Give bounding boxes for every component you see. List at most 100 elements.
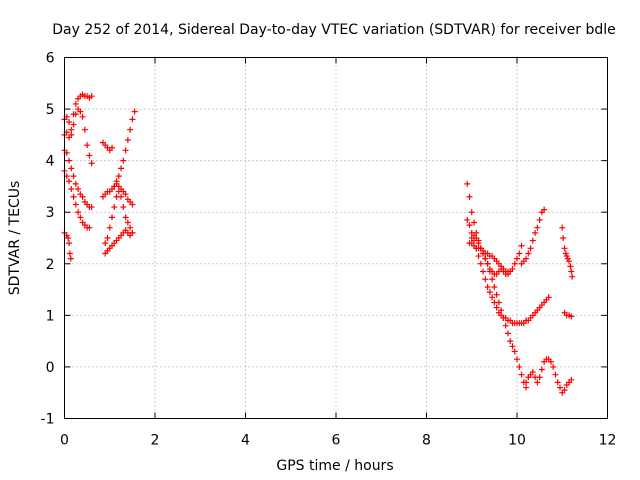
data-point: [122, 191, 129, 198]
data-point: [68, 126, 75, 133]
data-point: [523, 384, 530, 391]
data-point: [566, 258, 573, 265]
data-point: [561, 245, 568, 252]
data-point: [131, 108, 138, 115]
data-point: [480, 268, 487, 275]
data-point: [122, 214, 129, 221]
data-point: [504, 330, 511, 337]
data-point: [486, 268, 493, 275]
data-point: [568, 376, 575, 383]
data-point: [127, 126, 134, 133]
y-tick-label: 1: [46, 308, 55, 324]
data-point: [534, 224, 541, 231]
data-point: [493, 291, 500, 298]
data-point: [516, 363, 523, 370]
data-point: [67, 255, 74, 262]
data-point: [124, 219, 131, 226]
data-point: [127, 224, 134, 231]
data-point: [120, 204, 127, 211]
data-point: [561, 387, 568, 394]
data-point: [72, 100, 79, 107]
data-point: [523, 255, 530, 262]
series-track-r: [561, 309, 575, 320]
data-point: [88, 160, 95, 167]
data-point: [118, 165, 125, 172]
data-point: [491, 283, 498, 290]
data-point: [77, 214, 84, 221]
data-point: [545, 294, 552, 301]
data-point: [111, 204, 118, 211]
data-point: [129, 116, 136, 123]
data-point: [129, 229, 136, 236]
data-point: [77, 108, 84, 115]
data-point: [477, 260, 484, 267]
data-point: [115, 173, 122, 180]
data-point: [66, 157, 73, 164]
data-point: [569, 273, 576, 280]
y-tick-label: 2: [46, 257, 55, 273]
data-point: [86, 152, 93, 159]
data-point: [124, 137, 131, 144]
data-point: [516, 250, 523, 257]
data-point: [79, 113, 86, 120]
data-point: [120, 157, 127, 164]
plot-frame: [64, 57, 608, 419]
data-point: [129, 201, 136, 208]
series-track-a: [61, 91, 95, 133]
data-point: [466, 222, 473, 229]
data-point: [471, 219, 478, 226]
data-point: [66, 178, 73, 185]
x-tick-labels: 0 2 4 6 8 10 12: [60, 433, 616, 449]
data-point: [70, 121, 77, 128]
data-point: [102, 240, 109, 247]
x-tick-label: 2: [151, 433, 160, 449]
data-point: [75, 186, 82, 193]
data-point: [509, 265, 516, 272]
x-tick-label: 4: [241, 433, 250, 449]
data-point: [68, 165, 75, 172]
x-tick-label: 6: [332, 433, 341, 449]
data-point: [518, 371, 525, 378]
data-point: [532, 229, 539, 236]
data-point: [511, 348, 518, 355]
data-point: [118, 193, 125, 200]
data-point: [482, 255, 489, 262]
data-point: [70, 173, 77, 180]
data-point: [559, 224, 566, 231]
data-point: [72, 201, 79, 208]
data-point: [482, 276, 489, 283]
data-point: [72, 111, 79, 118]
data-point: [109, 144, 116, 151]
data-point: [111, 183, 118, 190]
series-track-d: [61, 167, 93, 231]
data-point: [484, 283, 491, 290]
data-point: [554, 379, 561, 386]
data-point: [68, 186, 75, 193]
data-point: [66, 250, 73, 257]
data-point: [466, 193, 473, 200]
data-point: [507, 338, 514, 345]
data-point: [88, 204, 95, 211]
data-point: [489, 294, 496, 301]
data-point: [475, 253, 482, 260]
data-point: [468, 229, 475, 236]
data-point: [514, 356, 520, 363]
data-point: [75, 209, 82, 216]
y-tick-label: -1: [41, 412, 55, 428]
y-tick-label: 3: [46, 205, 55, 221]
data-point: [104, 235, 111, 241]
data-point: [113, 178, 120, 185]
data-point: [518, 242, 525, 249]
data-point: [504, 271, 511, 278]
y-tick-labels: -1 0 1 2 3 4 5 6: [41, 51, 55, 428]
data-point: [115, 188, 122, 195]
data-point: [552, 371, 559, 378]
data-point: [81, 126, 88, 133]
data-point: [529, 237, 536, 244]
x-tick-label: 10: [508, 433, 526, 449]
data-point: [486, 289, 493, 296]
data-point: [514, 255, 520, 262]
series-track-p: [523, 356, 575, 396]
y-axis-label: SDTVAR / TECUs: [7, 181, 23, 296]
